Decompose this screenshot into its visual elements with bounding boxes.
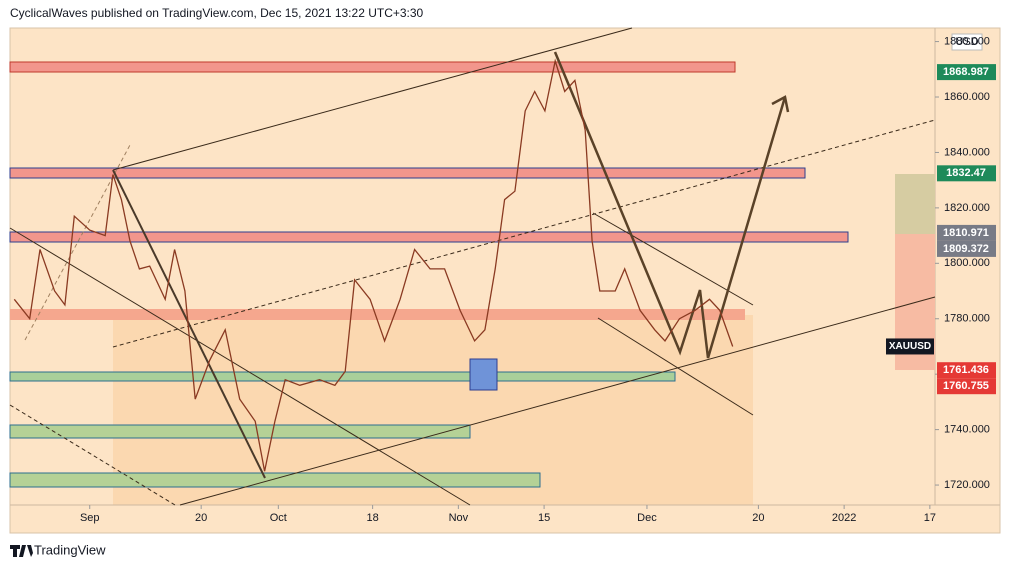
support-zone (9, 371, 676, 382)
price-line (13, 58, 734, 472)
price-tag (937, 240, 996, 257)
trend-line (592, 212, 754, 306)
trend-line (179, 296, 936, 506)
y-tick-label: 1860.000 (944, 91, 990, 103)
series-label: XAUUSD (889, 341, 931, 352)
y-tick-label: 1720.000 (944, 479, 990, 491)
series-tag (886, 338, 934, 355)
x-tick-label: 17 (924, 512, 936, 524)
x-tick-label: Sep (80, 512, 100, 524)
y-tick-label: 1820.000 (944, 202, 990, 214)
footer-text: TradingView (34, 542, 106, 557)
currency-box (951, 33, 983, 51)
footer: TradingView (10, 542, 106, 557)
price-tag-label: 1761.436 (943, 364, 989, 376)
price-tag (937, 64, 996, 81)
price-tag-label: 1832.47 (946, 167, 986, 179)
resistance-zone (10, 309, 745, 320)
x-tick-label: Dec (637, 512, 657, 524)
trend-lines (9, 27, 936, 506)
price-tag-label: 1760.755 (943, 380, 989, 392)
price-tag-label: 1810.971 (943, 227, 989, 239)
price-tag-label: 1809.372 (943, 243, 989, 255)
resistance-zone (9, 167, 806, 179)
support-zone (9, 472, 541, 488)
y-tick-label: 1780.000 (944, 313, 990, 325)
support-zone (9, 424, 471, 439)
price-tag (937, 165, 996, 182)
projection-arrowhead (771, 95, 790, 113)
x-tick-label: Oct (270, 512, 287, 524)
y-tick-label: 1800.000 (944, 257, 990, 269)
header: CyclicalWaves published on TradingView.c… (10, 6, 424, 20)
x-tick-label: 18 (367, 512, 379, 524)
trend-line (112, 119, 936, 348)
price-tag (937, 362, 996, 379)
plot (13, 58, 734, 472)
logo (10, 545, 33, 557)
price-tag (937, 224, 996, 241)
trend-line (597, 317, 754, 416)
y-tick-label: 1840.000 (944, 146, 990, 158)
highlight-box (469, 358, 498, 391)
price-tag-label: 1868.987 (943, 66, 989, 78)
x-tick-label: 15 (538, 512, 550, 524)
resistance-zone (9, 231, 849, 243)
trend-line (9, 227, 471, 506)
projection-path (553, 51, 787, 359)
trend-line (112, 27, 633, 171)
price-tag (937, 378, 996, 395)
currency-label: USD (955, 36, 978, 48)
x-tick-label: 20 (195, 512, 207, 524)
trend-line (112, 169, 266, 479)
y-tick-label: 1880.000 (944, 35, 990, 47)
zones (9, 61, 849, 488)
resistance-zone (9, 61, 736, 73)
x-tick-label: 2022 (832, 512, 856, 524)
y-tick-label: 1740.000 (944, 424, 990, 436)
chart-background (9, 27, 1001, 534)
x-tick-label: Nov (449, 512, 469, 524)
target-box (895, 174, 935, 234)
x-tick-label: 20 (752, 512, 764, 524)
